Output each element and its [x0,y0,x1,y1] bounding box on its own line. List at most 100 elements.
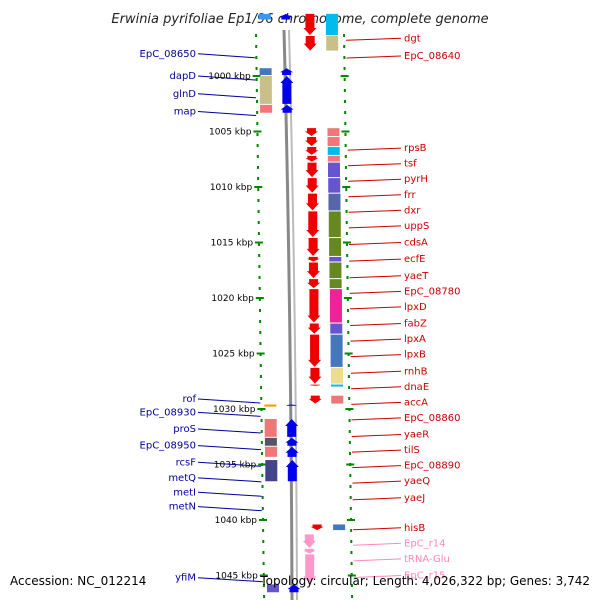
left-gene-label: EpC_08930 [140,407,196,418]
left-leader-line [197,577,263,583]
kbp-label: 1010 kbp [210,183,253,193]
right-dot [344,133,347,136]
right-dot [343,67,346,70]
kbp-tick-right [342,186,351,188]
kbp-tick-right [347,574,356,577]
forward-gene-cog-block [266,584,279,593]
backbone-line [282,29,294,600]
right-dot [351,595,354,598]
left-dot [259,320,262,323]
left-leader-line [197,93,256,99]
right-dot [346,254,349,257]
reverse-gene-cog-block [327,155,340,162]
reverse-gene-cog-block [333,524,346,531]
right-dot [345,221,348,224]
left-dot [261,507,264,510]
right-dot [350,529,353,532]
left-dot [256,133,259,136]
map-title: Erwinia pyrifoliae Ep1/96 chromosome, co… [111,12,488,27]
right-gene-label: tsf [404,159,417,170]
left-dot [260,386,263,389]
left-dot [260,441,263,444]
left-leader-line [197,506,262,512]
left-gene-label: glnD [173,89,196,100]
right-leader-line [348,194,402,198]
right-gene-label: yaeQ [404,476,430,487]
kbp-tick [253,130,262,133]
right-dot [348,430,351,433]
forward-gene-cog-block [259,76,272,104]
reverse-gene-cog-block [328,211,341,238]
forward-gene-cog-block [265,460,278,482]
right-gene-label: fabZ [404,319,427,330]
right-leader-line [353,527,402,531]
left-dot [258,265,261,268]
reverse-gene-arrow [308,367,322,384]
reverse-gene-arrow [305,147,319,155]
right-gene-label: cdsA [404,238,428,249]
left-dot [260,430,263,433]
kbp-tick [252,75,261,77]
rna-gene-arrow [303,554,317,584]
reverse-gene-cog-block [330,334,343,367]
reverse-gene-cog-block [330,367,343,384]
kbp-tick-right [340,75,349,77]
right-dot [343,89,346,92]
right-gene-label: EpC_08780 [404,286,460,297]
reverse-gene-arrow [308,395,322,404]
left-dot [258,298,261,301]
right-leader-line [351,401,402,405]
reverse-gene-cog-block [331,395,344,404]
left-dot [256,111,259,114]
kbp-label: 1030 kbp [213,405,256,415]
left-dot [259,375,262,378]
right-gene-label: tilS [404,445,420,456]
left-leader-line [197,428,261,434]
forward-gene-arrow [285,446,299,457]
forward-gene-cog-block [258,13,271,20]
reverse-gene-arrow [305,178,319,193]
right-dot [343,78,346,81]
right-gene-label: yaeR [404,430,429,441]
right-dot [350,540,353,543]
reverse-gene-cog-block [328,178,341,193]
right-leader-line [352,480,402,484]
forward-gene-arrow [285,460,299,482]
reverse-gene-arrow [306,262,320,279]
right-leader-line [350,323,402,327]
reverse-gene-cog-block [327,128,340,137]
reverse-gene-cog-block [329,256,342,262]
right-gene-label: lpxD [404,302,427,313]
right-leader-line [350,370,402,374]
right-dot [346,298,349,301]
right-leader-line [350,354,402,358]
left-dot [256,144,259,147]
forward-gene-arrow [279,13,293,20]
right-gene-label: uppS [404,221,429,232]
reverse-gene-cog-block [331,384,344,387]
left-dot [261,474,264,477]
right-dot [350,584,353,587]
right-leader-line [349,275,402,279]
right-dot [345,188,348,191]
right-gene-label: EpC_r15 [404,571,445,582]
left-gene-label: rcsF [176,457,197,468]
right-dot [346,309,349,312]
left-dot [255,78,258,81]
right-leader-line [349,306,402,310]
kbp-tick [258,463,267,466]
right-gene-label: lpxA [404,334,426,345]
kbp-label: 1005 kbp [209,128,252,138]
kbp-tick [255,241,264,244]
right-leader-line [348,209,402,213]
forward-gene-cog-block [264,404,277,407]
right-gene-label: lpxB [404,350,426,361]
left-dot [256,122,259,125]
reverse-gene-cog-block [328,162,341,178]
right-gene-label: yaeT [404,271,429,282]
left-gene-label: rof [182,394,196,405]
reverse-gene-cog-block [330,323,343,334]
kbp-tick [257,408,266,410]
reverse-gene-arrow [305,137,319,147]
